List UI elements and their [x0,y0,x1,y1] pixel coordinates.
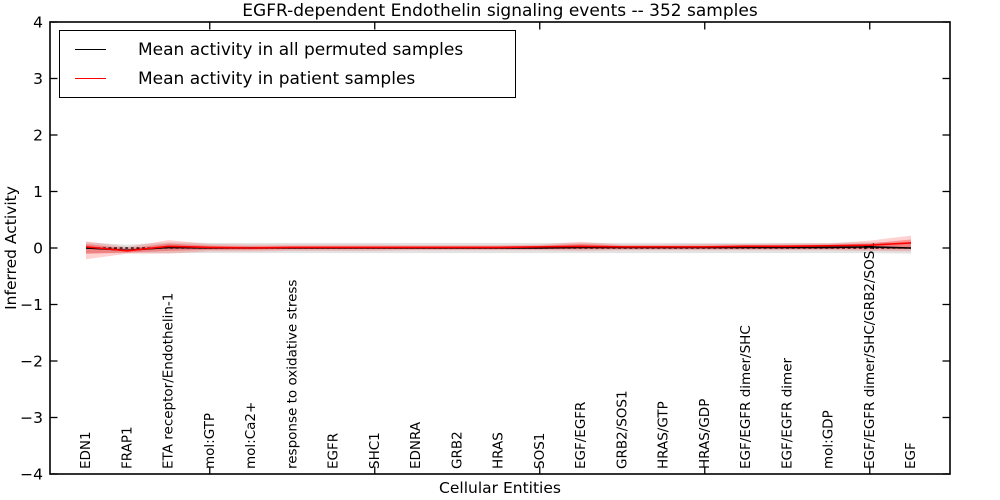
y-tick-label: −1 [20,296,43,314]
x-category-label: EGF [903,442,919,469]
series-patient-mean [85,242,912,252]
x-category-label: ETA receptor/Endothelin-1 [161,293,177,469]
legend-item: Mean activity in patient samples [60,64,515,93]
x-category-label: GRB2 [449,431,465,469]
legend-line-permuted-icon [75,49,106,50]
chart-title: EGFR-dependent Endothelin signaling even… [242,1,758,21]
x-category-label: FRAP1 [119,426,135,469]
x-category-label: HRAS/GDP [697,399,713,469]
x-category-label: EGF/EGFR dimer/SHC [738,325,754,469]
x-category-label: mol:GTP [202,413,218,469]
legend-item: Mean activity in all permuted samples [60,35,515,64]
x-category-label: mol:Ca2+ [243,402,259,469]
x-category-label: EGFR [326,433,342,469]
x-category-label: HRAS [491,432,507,469]
y-tick-label: 3 [33,70,43,88]
x-category-label: SOS1 [532,433,548,469]
y-tick-label: 1 [33,183,43,201]
x-category-label: EGF/EGFR dimer [779,357,795,469]
legend: Mean activity in all permuted samples Me… [59,30,516,98]
x-category-label: EGF/EGFR dimer/SHC/GRB2/SOS1 [862,242,878,469]
y-axis-label: Inferred Activity [2,186,20,310]
x-category-label: GRB2/SOS1 [614,390,630,469]
legend-item-label: Mean activity in all permuted samples [138,39,464,60]
x-category-label: response to oxidative stress [284,280,300,469]
y-tick-label: −4 [20,466,43,484]
x-category-label: SHC1 [367,432,383,469]
x-category-label: HRAS/GTP [656,401,672,469]
x-axis-label: Cellular Entities [439,479,561,497]
band-patient-spread-inner [86,239,911,254]
legend-item-label: Mean activity in patient samples [138,68,416,89]
y-tick-label: −2 [20,353,43,371]
x-category-label: mol:GDP [821,410,837,469]
x-category-label: EGF/EGFR [573,402,589,469]
x-category-label: EDNRA [408,421,424,469]
y-tick-label: 2 [33,127,43,145]
x-category-label: EDN1 [78,431,94,469]
y-tick-label: −3 [20,409,43,427]
legend-line-patient-icon [75,78,106,79]
y-tick-label: 0 [33,240,43,258]
y-tick-label: 4 [33,14,43,32]
